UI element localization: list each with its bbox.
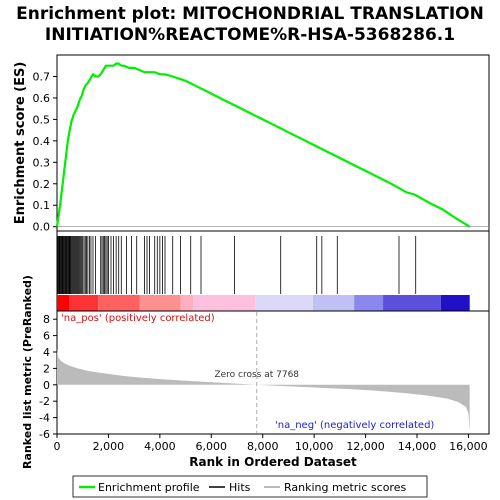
legend-box (72, 475, 428, 498)
legend-hits-label: Hits (229, 481, 251, 494)
rank-bar-segment (255, 295, 313, 311)
es-y-tick-label: 0.7 (33, 70, 51, 83)
metric-x-tick-label: 10,000 (295, 440, 334, 453)
negative-correlation-label: 'na_neg' (negatively correlated) (275, 420, 434, 431)
metric-y-axis-label: Ranked list metric (PreRanked) (21, 275, 34, 469)
metric-y-tick-label: 8 (43, 313, 50, 326)
rank-bar-segment (440, 295, 470, 311)
metric-y-tick-label: 6 (43, 330, 50, 343)
metric-y-tick-label: -6 (39, 428, 50, 441)
metric-y-axis: -6 -4 -2 0 2 4 6 8 (39, 313, 57, 441)
metric-y-tick-label: -2 (39, 395, 50, 408)
rank-bar-segment (193, 295, 256, 311)
chart-title-line1: Enrichment plot: MITOCHONDRIAL TRANSLATI… (16, 4, 484, 24)
rank-bar-segment (139, 295, 181, 311)
legend-enrichment-label: Enrichment profile (98, 481, 200, 494)
rank-gradient-bar (57, 295, 470, 311)
es-y-axis-label: Enrichment score (ES) (13, 62, 28, 225)
zero-cross-label: Zero cross at 7768 (214, 370, 299, 380)
rank-bar-segment (69, 295, 99, 311)
rank-bar-segment (312, 295, 355, 311)
ranked-metric-panel: -6 -4 -2 0 2 4 6 8 0 2,000 4,000 6,000 8,000 10,000 1… (21, 275, 490, 469)
es-y-axis: 0.0 0.1 0.2 0.3 0.4 0.5 0.6 0.7 (33, 70, 57, 234)
metric-x-tick-label: 12,000 (346, 440, 385, 453)
hits-panel (56, 230, 490, 312)
metric-x-axis-label: Rank in Ordered Dataset (189, 455, 357, 469)
hit-lines (57, 236, 417, 294)
metric-x-axis: 0 2,000 4,000 6,000 8,000 10,000 12,000 14,000 1… (54, 434, 488, 453)
enrichment-profile-line (55, 62, 471, 228)
es-y-tick-label: 0.0 (33, 221, 51, 234)
rank-bar-segment (98, 295, 140, 311)
rank-bar-segment (180, 295, 194, 311)
enrichment-score-panel: 0.0 0.1 0.2 0.3 0.4 0.5 0.6 0.7 Enrichment scor… (13, 54, 490, 234)
metric-plot-frame (56, 310, 490, 435)
es-y-tick-label: 0.6 (33, 92, 51, 105)
legend: Enrichment profile Hits Ranking metric s… (72, 475, 428, 498)
metric-x-tick-label: 8,000 (247, 440, 279, 453)
es-y-tick-label: 0.4 (33, 135, 51, 148)
ranking-metric-area (57, 348, 470, 431)
es-y-tick-label: 0.2 (33, 178, 51, 191)
metric-x-tick-label: 14,000 (398, 440, 437, 453)
es-y-tick-label: 0.1 (33, 199, 51, 212)
rank-bar-segment (383, 295, 441, 311)
metric-y-tick-label: 0 (43, 379, 50, 392)
metric-y-tick-label: 2 (43, 362, 50, 375)
metric-x-tick-label: 16,000 (449, 440, 488, 453)
positive-correlation-label: 'na_pos' (positively correlated) (61, 313, 215, 324)
metric-x-tick-label: 0 (54, 440, 61, 453)
es-plot-frame (56, 54, 490, 232)
legend-metric-label: Ranking metric scores (284, 481, 406, 494)
rank-bar-segment (57, 295, 70, 311)
metric-y-tick-label: 4 (43, 346, 50, 359)
metric-y-tick-label: -4 (39, 412, 50, 425)
metric-x-tick-label: 2,000 (93, 440, 125, 453)
metric-x-tick-label: 4,000 (144, 440, 176, 453)
rank-bar-segment (354, 295, 384, 311)
es-y-tick-label: 0.5 (33, 113, 51, 126)
chart-title-line2: INITIATION%REACTOME%R-HSA-5368286.1 (45, 25, 455, 45)
metric-x-tick-label: 6,000 (196, 440, 228, 453)
es-y-tick-label: 0.3 (33, 156, 51, 169)
